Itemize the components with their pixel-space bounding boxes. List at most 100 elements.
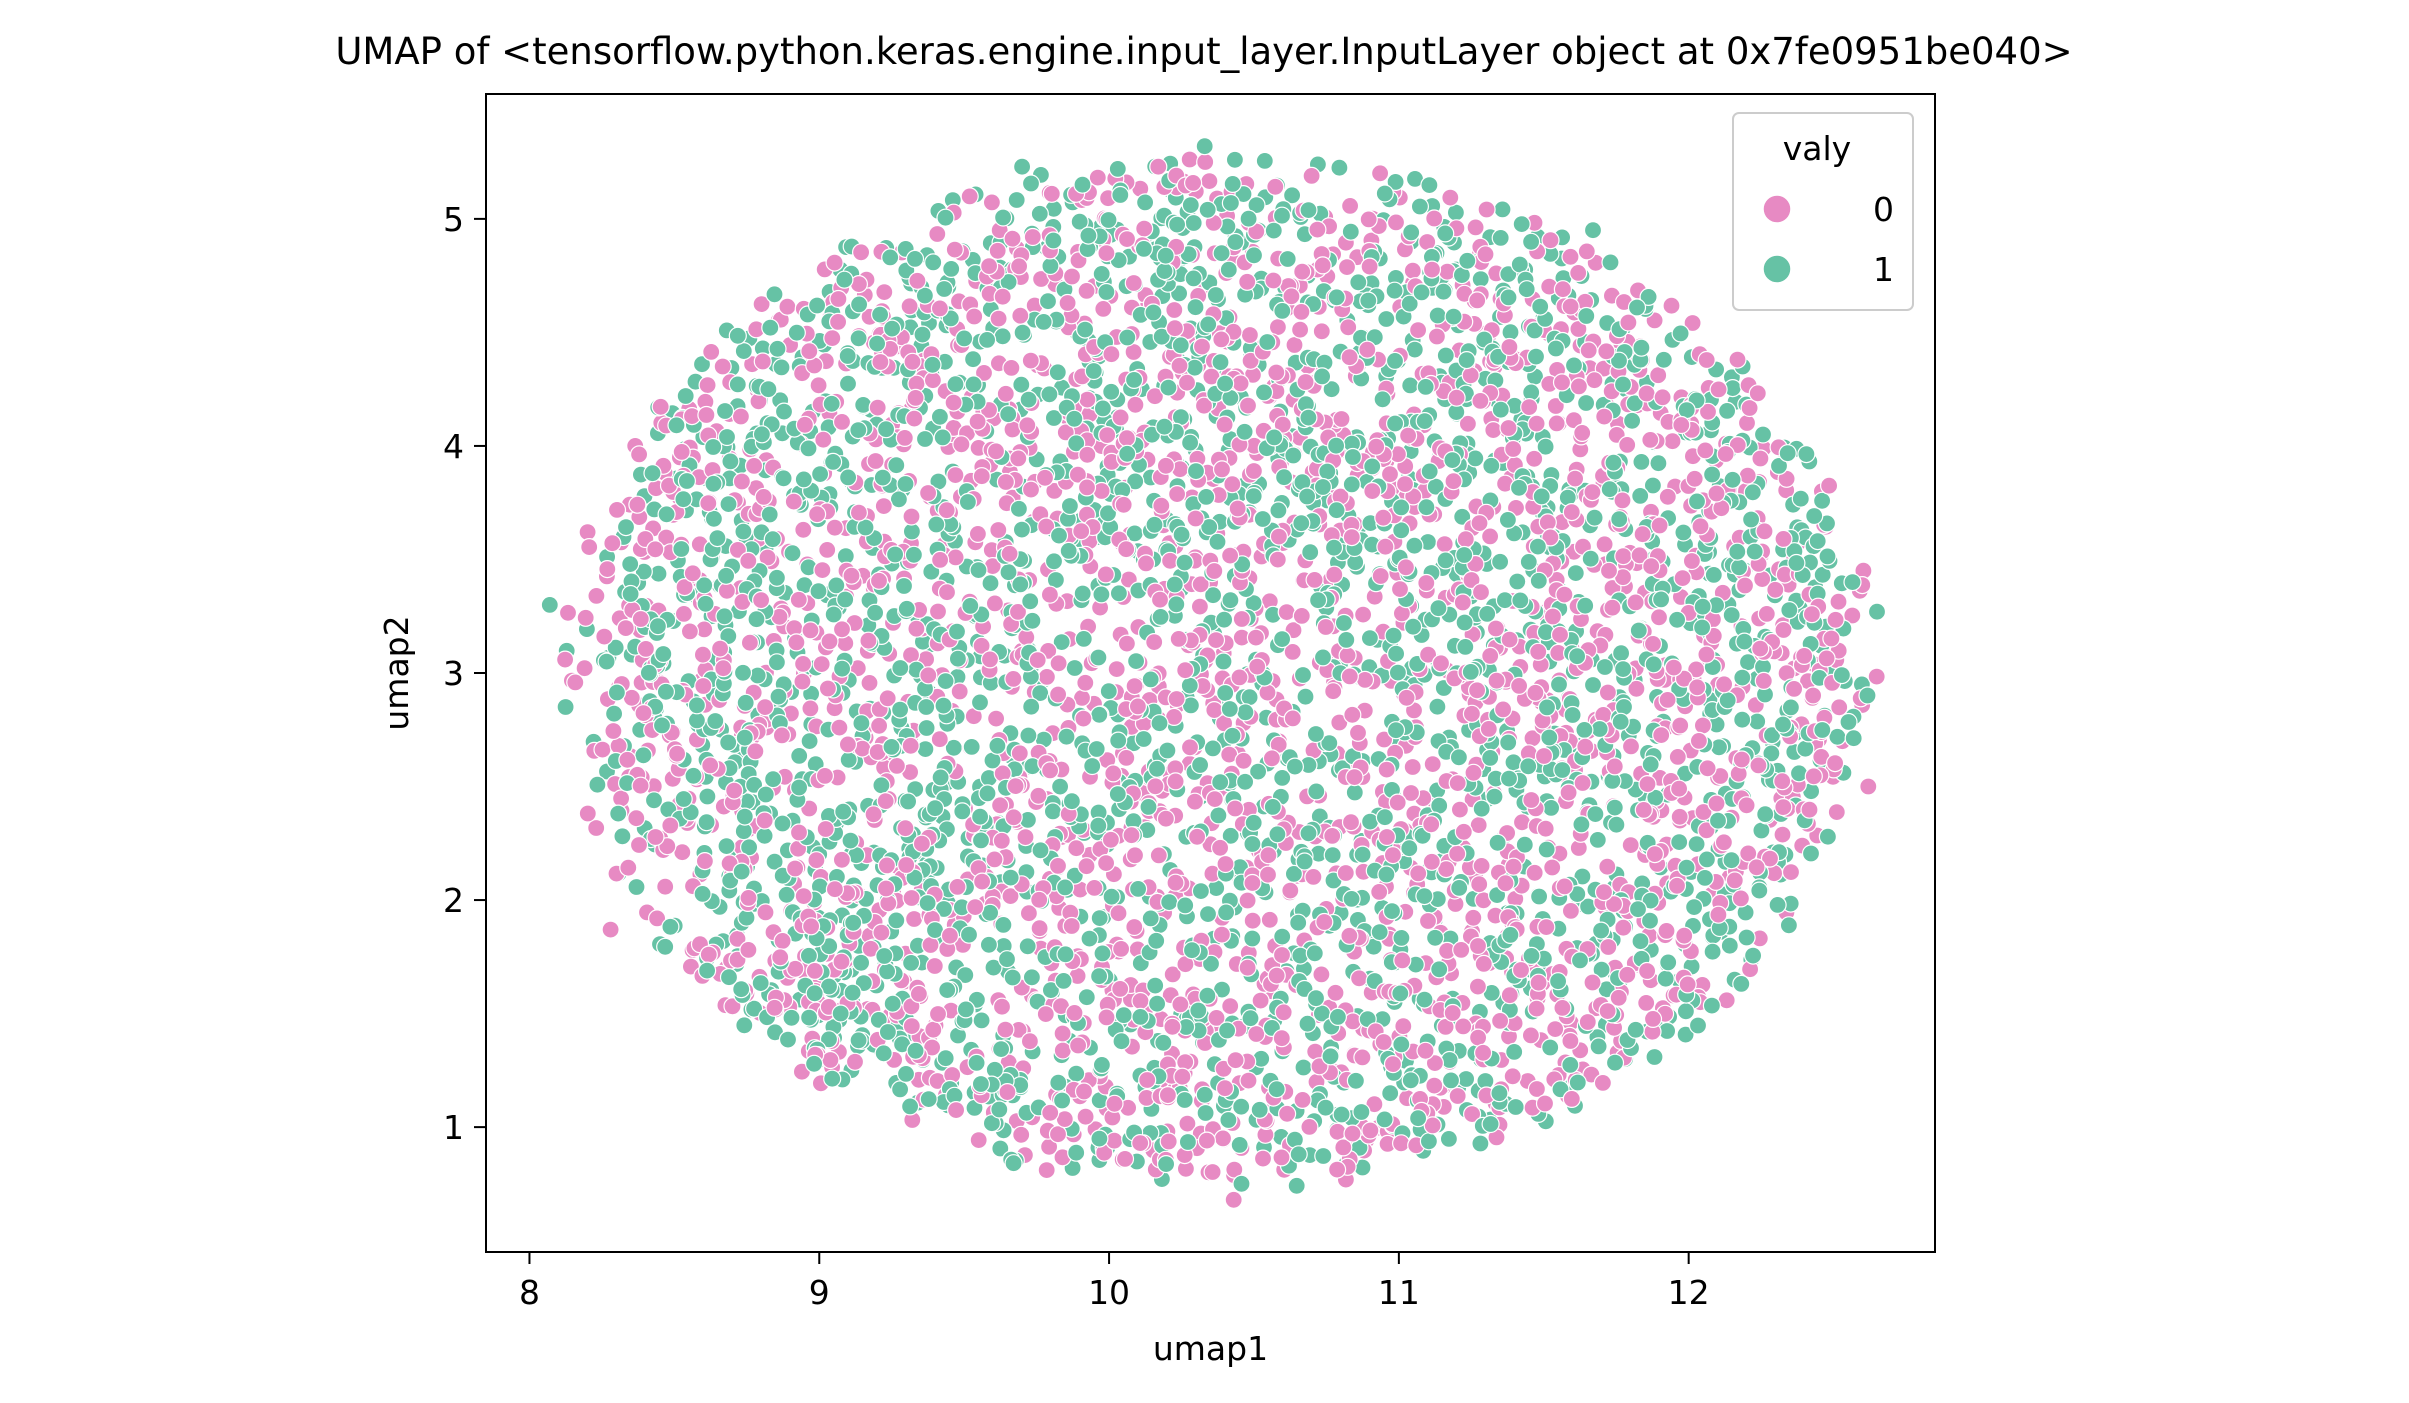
scatter-point-0 (1077, 857, 1096, 876)
scatter-point-0 (1728, 436, 1747, 455)
scatter-point-1 (1080, 929, 1099, 948)
scatter-point-0 (1165, 319, 1185, 338)
scatter-point-1 (969, 560, 988, 580)
scatter-point-0 (1096, 853, 1116, 873)
scatter-point-0 (1698, 759, 1717, 778)
scatter-point-0 (1685, 469, 1704, 488)
scatter-point-0 (1825, 753, 1845, 773)
scatter-point-1 (1235, 422, 1254, 441)
scatter-point-1 (1532, 487, 1551, 506)
scatter-point-1 (1491, 228, 1510, 247)
scatter-point-1 (1581, 549, 1600, 568)
scatter-point-1 (1021, 592, 1040, 611)
scatter-point-0 (878, 689, 897, 708)
scatter-point-1 (1087, 739, 1106, 759)
scatter-point-1 (1269, 501, 1288, 520)
scatter-point-1 (1048, 363, 1067, 382)
scatter-point-1 (763, 770, 783, 789)
scatter-point-0 (1529, 642, 1548, 661)
scatter-point-0 (1509, 676, 1529, 696)
scatter-point-0 (1225, 799, 1245, 818)
scatter-point-0 (1800, 800, 1819, 819)
scatter-point-1 (1030, 204, 1049, 223)
scatter-point-1 (1386, 172, 1405, 191)
scatter-point-1 (1505, 1042, 1524, 1062)
scatter-point-0 (1177, 373, 1197, 392)
scatter-point-0 (1323, 826, 1342, 846)
scatter-point-1 (1450, 878, 1469, 898)
scatter-point-0 (1480, 527, 1500, 546)
scatter-point-0 (1675, 926, 1694, 945)
scatter-point-1 (767, 568, 787, 587)
scatter-point-1 (1308, 591, 1328, 610)
scatter-point-0 (990, 796, 1010, 815)
scatter-point-1 (677, 471, 697, 491)
scatter-point-0 (1416, 1041, 1435, 1060)
scatter-point-0 (1795, 646, 1814, 666)
scatter-point-1 (875, 946, 894, 966)
scatter-point-1 (1656, 969, 1675, 988)
scatter-point-0 (1383, 1054, 1403, 1074)
scatter-point-1 (1250, 1100, 1269, 1119)
scatter-point-1 (1219, 1110, 1238, 1130)
scatter-point-0 (1499, 418, 1518, 438)
scatter-point-0 (972, 636, 991, 655)
scatter-point-0 (1751, 449, 1770, 468)
scatter-point-0 (1462, 704, 1482, 723)
scatter-point-0 (1334, 1138, 1353, 1157)
scatter-point-0 (1290, 320, 1310, 339)
scatter-point-0 (754, 487, 773, 506)
scatter-point-1 (1382, 901, 1402, 921)
scatter-point-1 (1057, 727, 1076, 746)
scatter-point-0 (1496, 874, 1515, 893)
scatter-point-1 (1343, 447, 1363, 467)
scatter-point-1 (656, 682, 676, 701)
scatter-point-0 (1784, 679, 1804, 699)
scatter-point-1 (1318, 462, 1337, 481)
scatter-point-1 (1737, 928, 1756, 947)
scatter-point-1 (656, 937, 675, 956)
scatter-point-0 (628, 495, 647, 514)
scatter-point-0 (1638, 774, 1657, 794)
scatter-point-0 (1037, 667, 1057, 687)
scatter-point-0 (1662, 296, 1681, 315)
scatter-point-1 (1649, 454, 1668, 473)
scatter-point-0 (1409, 864, 1428, 883)
scatter-point-0 (1292, 302, 1311, 321)
scatter-point-0 (1115, 1149, 1135, 1169)
scatter-point-0 (710, 639, 730, 658)
scatter-point-1 (1230, 1135, 1249, 1155)
scatter-point-1 (1541, 1038, 1560, 1057)
scatter-point-1 (878, 1022, 898, 1042)
scatter-point-0 (1019, 904, 1039, 923)
scatter-point-0 (1754, 671, 1773, 691)
scatter-point-0 (661, 816, 680, 835)
scatter-point-0 (1277, 602, 1296, 622)
scatter-point-1 (917, 718, 936, 738)
scatter-point-1 (1645, 1047, 1664, 1067)
scatter-point-0 (1041, 1103, 1060, 1122)
scatter-point-0 (1268, 318, 1288, 337)
scatter-point-1 (1052, 1091, 1072, 1110)
scatter-point-0 (1340, 196, 1360, 215)
scatter-point-1 (733, 663, 753, 682)
scatter-point-1 (1778, 444, 1797, 463)
scatter-point-1 (1677, 858, 1696, 877)
scatter-point-0 (1668, 747, 1687, 767)
scatter-point-0 (753, 352, 772, 371)
scatter-point-0 (842, 566, 861, 585)
scatter-point-1 (1613, 375, 1633, 394)
scatter-point-1 (1244, 813, 1263, 832)
scatter-point-1 (1528, 537, 1548, 556)
scatter-point-1 (1102, 382, 1121, 401)
scatter-point-1 (734, 522, 753, 541)
scatter-point-0 (1543, 858, 1562, 877)
scatter-point-0 (1117, 634, 1137, 653)
scatter-point-0 (793, 672, 812, 691)
scatter-point-1 (1676, 1025, 1695, 1044)
scatter-point-0 (1009, 257, 1029, 276)
scatter-point-0 (1285, 335, 1304, 355)
scatter-point-0 (1232, 609, 1251, 629)
scatter-point-1 (1511, 591, 1530, 610)
scatter-point-1 (1145, 515, 1164, 534)
